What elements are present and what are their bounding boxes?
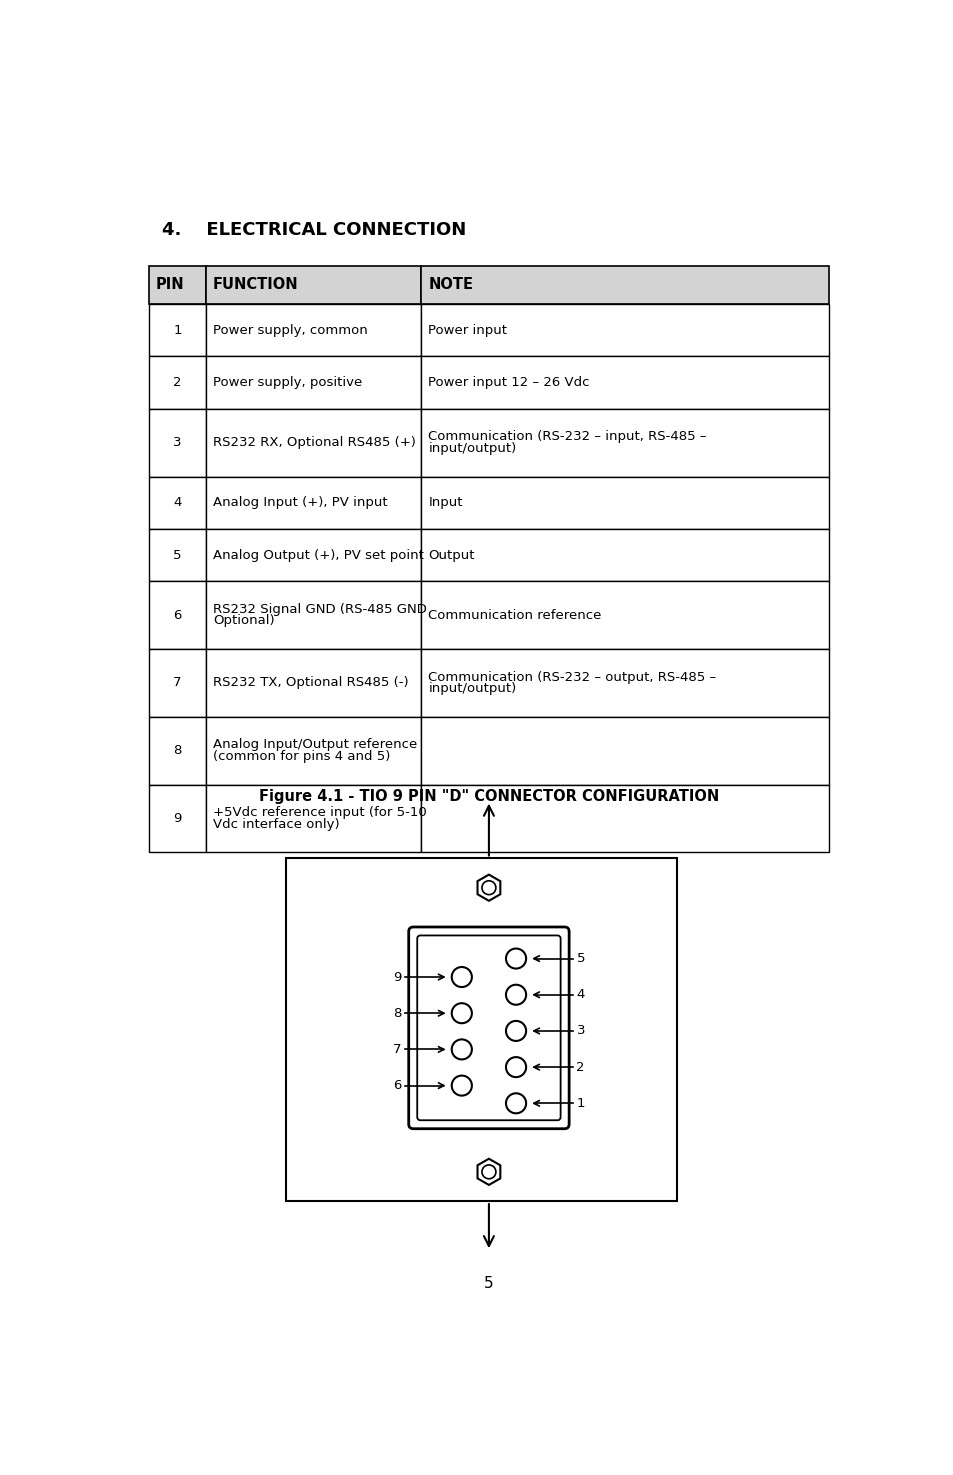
Text: RS232 Signal GND (RS-485 GND: RS232 Signal GND (RS-485 GND [213, 603, 426, 615]
Text: Analog Input (+), PV input: Analog Input (+), PV input [213, 496, 387, 509]
Bar [149, 409, 206, 476]
Bar [421, 530, 828, 581]
Text: Power input 12 – 26 Vdc: Power input 12 – 26 Vdc [428, 376, 589, 389]
Text: 6: 6 [393, 1080, 401, 1092]
Text: Power supply, positive: Power supply, positive [213, 376, 362, 389]
Text: (common for pins 4 and 5): (common for pins 4 and 5) [213, 749, 390, 763]
Bar [149, 530, 206, 581]
Bar [206, 266, 421, 304]
Text: Communication reference: Communication reference [428, 609, 601, 621]
Text: 2: 2 [172, 376, 181, 389]
Text: Input: Input [428, 496, 462, 509]
Text: Output: Output [428, 549, 475, 562]
Text: Analog Input/Output reference: Analog Input/Output reference [213, 739, 416, 751]
Text: 7: 7 [172, 677, 181, 689]
Text: Power input: Power input [428, 323, 507, 336]
Text: PIN: PIN [155, 277, 184, 292]
Text: 3: 3 [172, 437, 181, 450]
Text: Power supply, common: Power supply, common [213, 323, 368, 336]
Bar [421, 304, 828, 357]
Text: 1: 1 [172, 323, 181, 336]
Text: input/output): input/output) [428, 442, 517, 454]
Text: 2: 2 [576, 1061, 584, 1074]
Text: Figure 4.1 - TIO 9 PIN "D" CONNECTOR CONFIGURATION: Figure 4.1 - TIO 9 PIN "D" CONNECTOR CON… [258, 789, 719, 804]
Text: 4.    ELECTRICAL CONNECTION: 4. ELECTRICAL CONNECTION [162, 221, 466, 239]
Text: Optional): Optional) [213, 615, 274, 627]
Bar [206, 717, 421, 785]
Text: FUNCTION: FUNCTION [213, 277, 298, 292]
Text: 5: 5 [576, 951, 584, 965]
Bar [149, 581, 206, 649]
Bar [421, 581, 828, 649]
Bar [421, 649, 828, 717]
Text: RS232 RX, Optional RS485 (+): RS232 RX, Optional RS485 (+) [213, 437, 416, 450]
Bar [206, 785, 421, 853]
Bar [206, 530, 421, 581]
Bar [286, 858, 677, 1201]
Bar [206, 581, 421, 649]
Bar [206, 409, 421, 476]
Text: RS232 TX, Optional RS485 (-): RS232 TX, Optional RS485 (-) [213, 677, 408, 689]
Text: 8: 8 [173, 745, 181, 757]
Text: 4: 4 [576, 988, 584, 1002]
Text: NOTE: NOTE [428, 277, 473, 292]
Text: 7: 7 [393, 1043, 401, 1056]
Text: 9: 9 [393, 971, 401, 984]
Bar [149, 785, 206, 853]
Text: 3: 3 [576, 1025, 584, 1037]
FancyBboxPatch shape [416, 935, 560, 1120]
Bar [149, 717, 206, 785]
Bar [421, 476, 828, 530]
Bar [421, 266, 828, 304]
Text: 5: 5 [172, 549, 181, 562]
FancyBboxPatch shape [408, 926, 569, 1128]
Bar [421, 717, 828, 785]
Text: 6: 6 [173, 609, 181, 621]
Text: 4: 4 [173, 496, 181, 509]
Bar [206, 304, 421, 357]
Text: Analog Output (+), PV set point: Analog Output (+), PV set point [213, 549, 423, 562]
Bar [421, 785, 828, 853]
Text: 1: 1 [576, 1097, 584, 1109]
Text: 9: 9 [173, 811, 181, 825]
Bar [149, 304, 206, 357]
Bar [206, 649, 421, 717]
Bar [206, 357, 421, 409]
Text: Vdc interface only): Vdc interface only) [213, 817, 339, 830]
Text: +5Vdc reference input (for 5-10: +5Vdc reference input (for 5-10 [213, 805, 426, 819]
Bar [421, 409, 828, 476]
Bar [149, 266, 206, 304]
Text: 5: 5 [483, 1276, 494, 1291]
Bar [149, 476, 206, 530]
Bar [421, 357, 828, 409]
Bar [206, 476, 421, 530]
Text: input/output): input/output) [428, 683, 517, 695]
Text: Communication (RS-232 – output, RS-485 –: Communication (RS-232 – output, RS-485 – [428, 671, 716, 683]
Text: 8: 8 [393, 1007, 401, 1019]
Bar [149, 649, 206, 717]
Bar [149, 357, 206, 409]
Text: Communication (RS-232 – input, RS-485 –: Communication (RS-232 – input, RS-485 – [428, 431, 706, 444]
